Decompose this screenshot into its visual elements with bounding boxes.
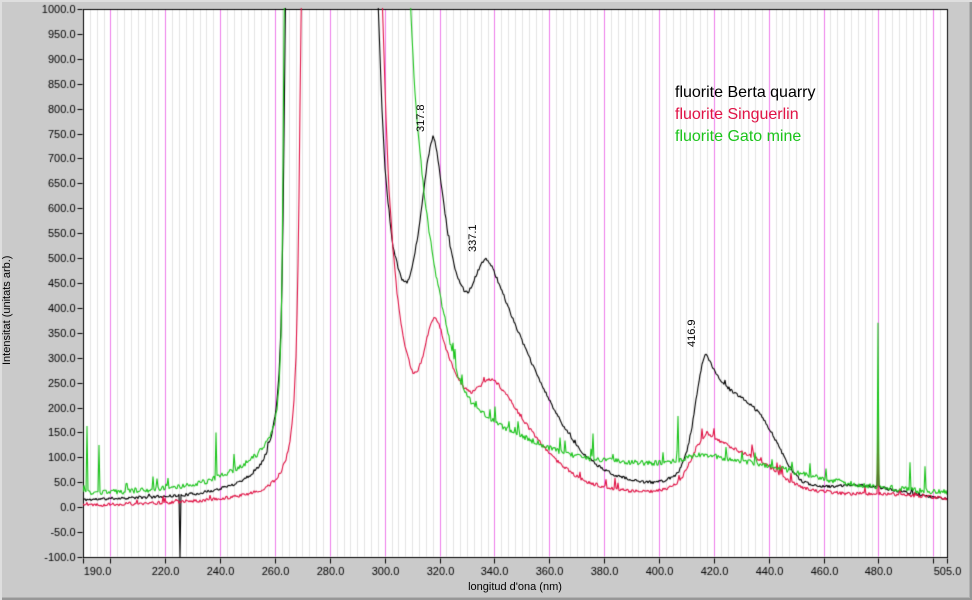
- x-axis-title: longitud d'ona (nm): [468, 581, 562, 593]
- legend-item-gato: fluorite Gato mine: [675, 128, 802, 145]
- plot-legend: fluorite Berta quarry fluorite Singuerli…: [675, 82, 816, 148]
- legend-item-berta: fluorite Berta quarry: [675, 84, 816, 101]
- legend-item-singuerlin: fluorite Singuerlin: [675, 106, 799, 123]
- peak-annotation-317: 317.8: [414, 103, 427, 132]
- peak-annotation-416: 416.9: [686, 319, 699, 347]
- y-axis-title: Intensitat (unitats arb.): [1, 255, 13, 365]
- peak-annotation-337: 337.1: [467, 224, 480, 253]
